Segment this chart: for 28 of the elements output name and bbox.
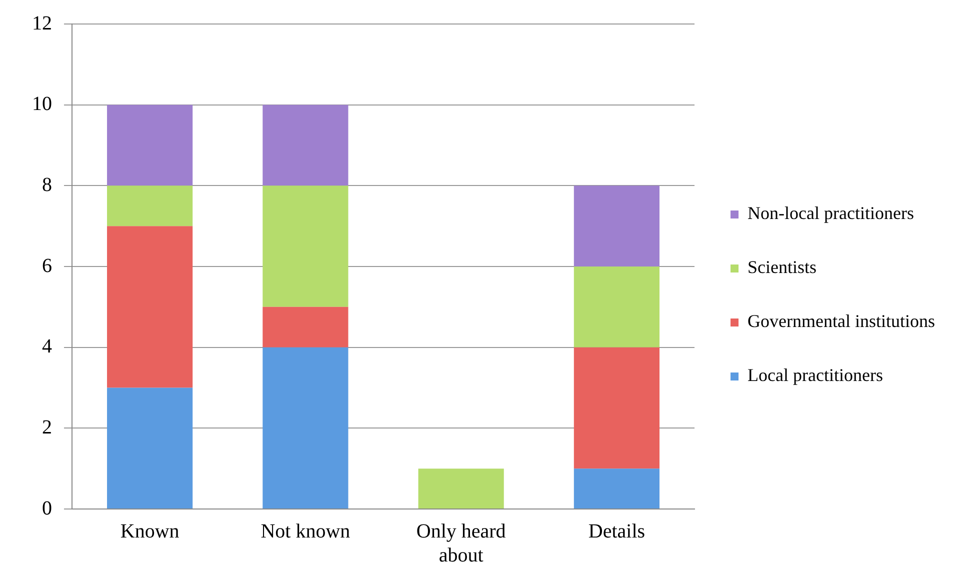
x-tick-label: Known	[120, 520, 180, 542]
legend-label: Governmental institutions	[748, 311, 936, 332]
bar	[574, 186, 660, 266]
bar	[574, 468, 660, 508]
legend-label: Scientists	[748, 257, 817, 278]
bar	[107, 104, 193, 186]
x-tick-label: Only heard about	[416, 520, 506, 566]
bar	[262, 347, 348, 508]
bar	[262, 104, 348, 186]
y-tick-label: 12	[32, 12, 52, 34]
bar	[574, 266, 660, 348]
bar	[574, 347, 660, 469]
bar	[262, 186, 348, 307]
bar	[107, 226, 193, 388]
y-tick-label: 10	[32, 93, 52, 116]
bar	[262, 306, 348, 348]
y-tick-label: 0	[42, 497, 52, 520]
bar	[418, 468, 504, 508]
x-tick-label: Not known	[260, 520, 350, 542]
legend-label: Non-local practitioners	[748, 203, 914, 224]
legend-label: Local practitioners	[748, 365, 883, 386]
y-tick-label: 6	[42, 254, 52, 277]
y-tick-label: 2	[42, 416, 52, 438]
y-tick-label: 4	[42, 336, 52, 358]
y-tick-label: 8	[42, 174, 52, 196]
bar	[107, 388, 193, 508]
bar	[107, 186, 193, 226]
x-tick-label: Details	[588, 520, 646, 542]
